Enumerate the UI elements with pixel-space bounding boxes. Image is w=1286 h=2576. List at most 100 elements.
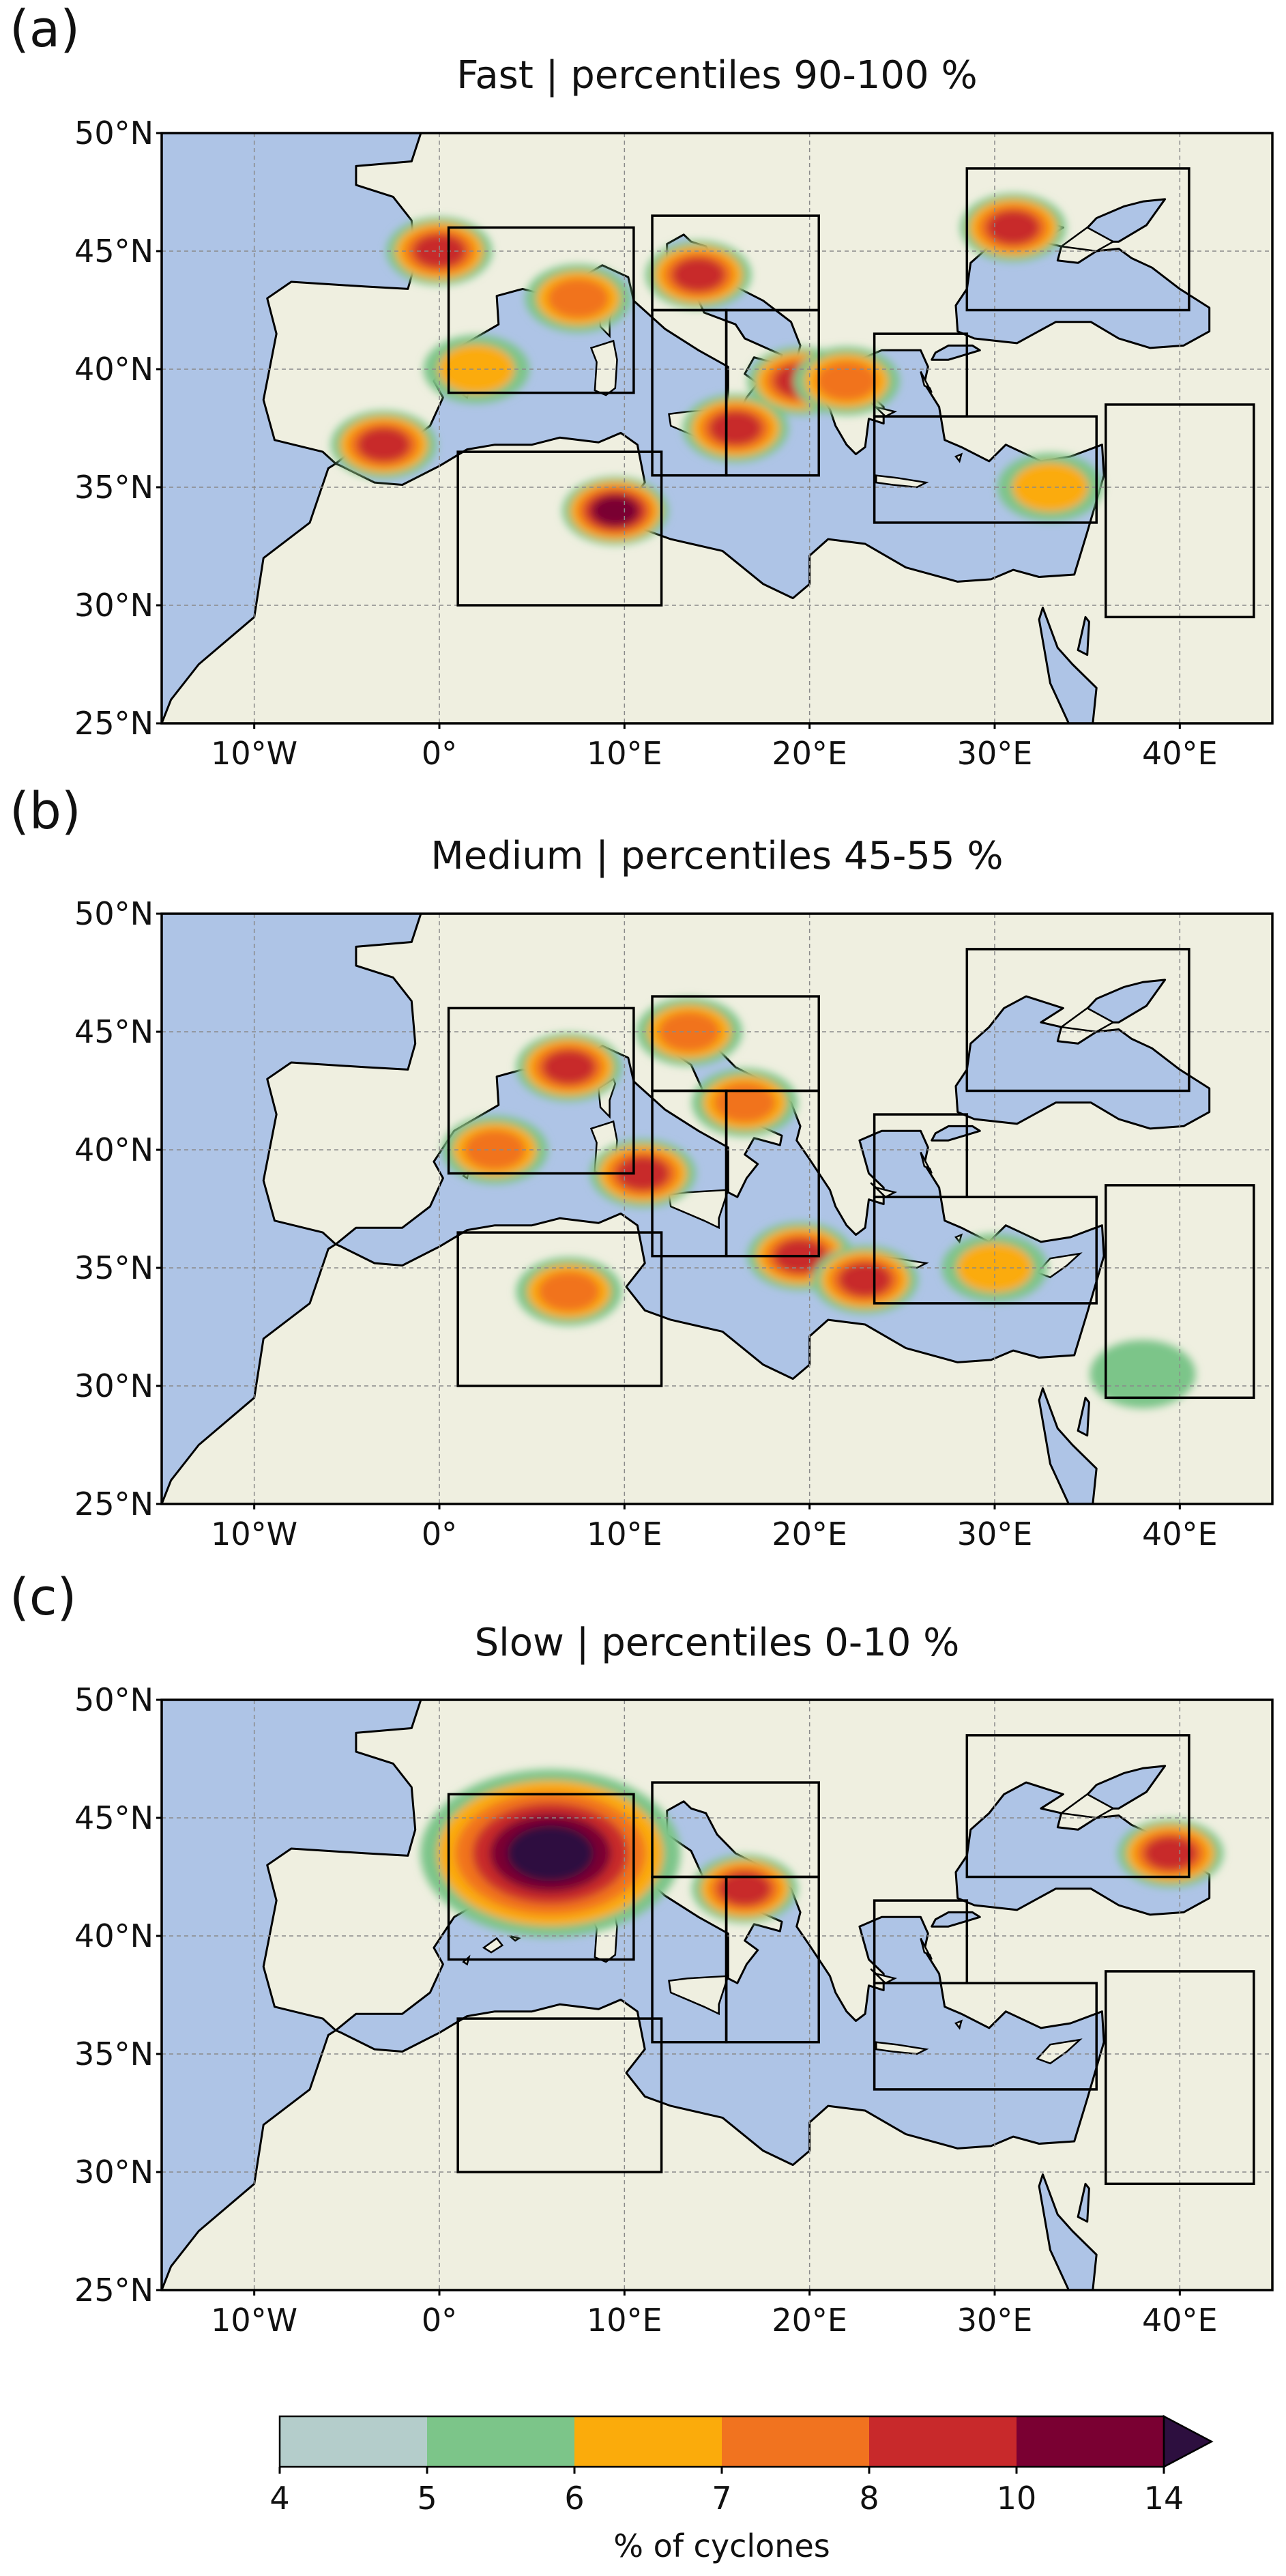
region-box — [456, 2017, 663, 2173]
region-box — [456, 450, 663, 607]
island — [920, 371, 933, 394]
region-box — [965, 1734, 1190, 1879]
island — [1059, 1793, 1115, 1819]
heat-contour — [672, 257, 725, 292]
colorbar-extend-arrow — [1163, 2414, 1214, 2469]
region-box — [447, 226, 635, 394]
lat-tick-label: 45°N — [74, 1799, 154, 1836]
panel-title: Medium | percentiles 45-55 % — [430, 834, 1004, 878]
lat-tick-label: 25°N — [74, 705, 154, 742]
lon-tick-label: 10°W — [211, 1516, 297, 1552]
region-box — [873, 1196, 1098, 1305]
region-box — [1105, 403, 1255, 619]
lon-tick-label: 10°E — [587, 735, 662, 772]
island — [482, 1937, 504, 1954]
lon-tick-label: 0° — [422, 735, 457, 772]
colorbar-tick-label: 4 — [269, 2480, 289, 2517]
lon-tick-label: 30°E — [957, 2302, 1033, 2339]
colorbar-tick-label: 7 — [712, 2480, 731, 2517]
panel-letter: (a) — [10, 0, 81, 59]
island — [668, 1189, 730, 1230]
heat-contour — [987, 210, 1040, 245]
lat-tick-label: 30°N — [74, 587, 154, 624]
lat-tick-label: 35°N — [74, 1249, 154, 1286]
colorbar-tick-label: 10 — [997, 2480, 1037, 2517]
island — [954, 452, 963, 463]
island — [1036, 1252, 1083, 1279]
panel-letter: (c) — [10, 1568, 77, 1627]
heatmap-layer — [331, 193, 1103, 545]
map-frame — [160, 912, 1274, 1505]
island — [875, 474, 929, 489]
region-box — [1105, 1184, 1255, 1400]
island — [1036, 2038, 1083, 2065]
panel-letter: (b) — [10, 782, 81, 841]
colorbar: 4 5 6 7 8 10 14 % of cyclones — [269, 2414, 1214, 2564]
heat-contour — [1144, 1836, 1197, 1870]
sea-azov — [1084, 979, 1167, 1024]
region-box — [447, 1007, 635, 1175]
heat-contour — [709, 411, 762, 446]
heatmap-layer — [441, 998, 1196, 1408]
heat-contour — [714, 1082, 776, 1123]
lon-tick-label: 0° — [422, 2302, 457, 2339]
sea-red — [1038, 1387, 1098, 1504]
heat-contour — [1090, 1340, 1196, 1408]
island — [1059, 1007, 1115, 1033]
heat-contour — [438, 345, 515, 394]
lon-tick-label: 20°E — [772, 1516, 847, 1552]
island — [920, 1937, 933, 1960]
colorbar-label: % of cyclones — [613, 2528, 830, 2564]
heat-contour — [538, 1271, 600, 1312]
lat-tick-label: 30°N — [74, 2154, 154, 2190]
colorbar-tick-label: 5 — [417, 2480, 437, 2517]
heat-contour — [547, 278, 609, 319]
lon-tick-label: 30°E — [957, 735, 1033, 772]
lat-tick-label: 45°N — [74, 233, 154, 270]
map-slow: 50°N 45°N 40°N 35°N 30°N 25°N 10°W 0° 10°E 20°E 30… — [74, 1681, 1274, 2339]
colorbar-segment — [722, 2416, 869, 2467]
sea-red — [1038, 607, 1098, 723]
island — [920, 1151, 933, 1174]
island — [954, 2019, 963, 2030]
lat-tick-label: 50°N — [74, 895, 154, 932]
heatmap-layer — [420, 1769, 1224, 1937]
lat-tick-label: 40°N — [74, 1131, 154, 1168]
map-frame — [160, 132, 1274, 725]
map-medium: 50°N 45°N 40°N 35°N 30°N 25°N 10°W 0° 10°E 20°E 30… — [74, 895, 1274, 1552]
lon-tick-label: 10°W — [211, 735, 297, 772]
lon-tick-label: 10°W — [211, 2302, 297, 2339]
region-box — [447, 1793, 635, 1961]
heat-contour — [838, 1262, 892, 1297]
heat-contour — [617, 1156, 669, 1191]
lat-tick-label: 25°N — [74, 1486, 154, 1522]
region-box — [965, 167, 1190, 312]
map-fast: 50°N 45°N 40°N 35°N 30°N 25°N 10°W 0° 10°E 20°E 30… — [74, 115, 1274, 772]
lat-tick-label: 40°N — [74, 351, 154, 388]
lon-tick-label: 10°E — [587, 1516, 662, 1552]
colorbar-segment — [1017, 2416, 1164, 2467]
sea-aqaba — [1077, 2182, 1090, 2223]
lat-tick-label: 30°N — [74, 1367, 154, 1404]
lon-tick-label: 30°E — [957, 1516, 1033, 1552]
colorbar-tick-label: 14 — [1144, 2480, 1184, 2517]
heat-contour — [357, 427, 411, 462]
heat-contour — [718, 1872, 772, 1906]
lon-tick-label: 40°E — [1142, 1516, 1218, 1552]
map-frame — [160, 1698, 1274, 2291]
colorbar-segment — [280, 2416, 427, 2467]
region-box — [725, 308, 820, 477]
panel-title: Fast | percentiles 90-100 % — [456, 53, 978, 98]
lat-tick-label: 40°N — [74, 1917, 154, 1954]
colorbar-tick-label: 6 — [564, 2480, 584, 2517]
sea-aqaba — [1077, 1396, 1090, 1437]
colorbar-segment — [427, 2416, 574, 2467]
region-box — [873, 415, 1098, 524]
island — [668, 1975, 730, 2016]
region-box — [873, 1982, 1098, 2091]
lat-tick-label: 50°N — [74, 115, 154, 151]
lon-tick-label: 10°E — [587, 2302, 662, 2339]
colorbar-segment — [574, 2416, 722, 2467]
heat-contour — [507, 1825, 594, 1881]
sea-azov — [1084, 1765, 1167, 1810]
